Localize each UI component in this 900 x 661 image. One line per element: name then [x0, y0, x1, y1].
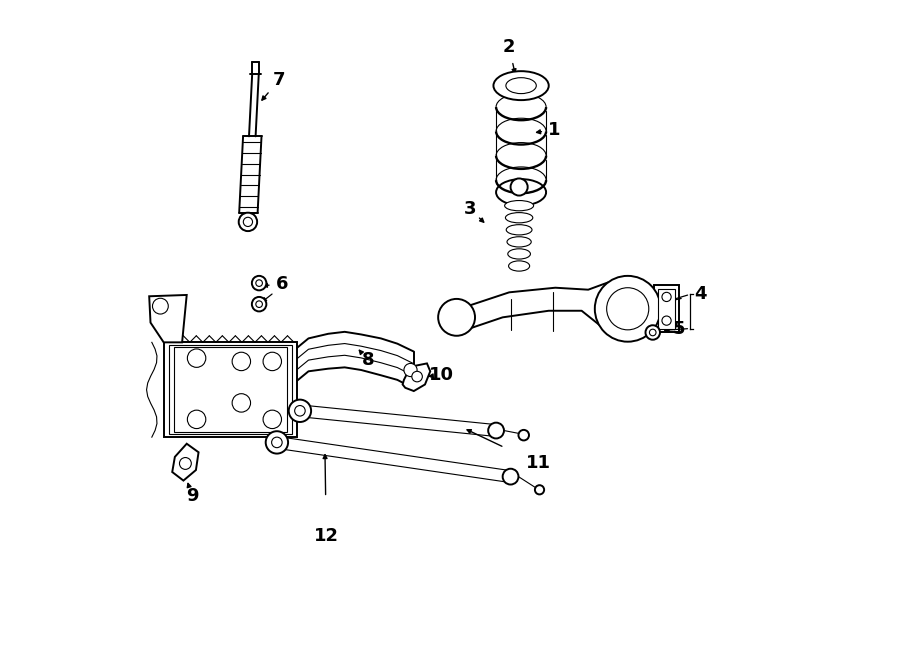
Circle shape — [662, 316, 671, 325]
Circle shape — [662, 292, 671, 301]
Text: 4: 4 — [694, 286, 706, 303]
Text: 2: 2 — [503, 38, 516, 56]
Text: 9: 9 — [185, 487, 198, 506]
Text: 7: 7 — [273, 71, 285, 89]
Circle shape — [595, 276, 661, 342]
Circle shape — [243, 217, 253, 227]
Circle shape — [263, 352, 282, 371]
Ellipse shape — [506, 78, 536, 94]
Polygon shape — [402, 364, 430, 391]
Bar — [164, 342, 297, 437]
Circle shape — [438, 299, 475, 336]
Bar — [654, 285, 680, 332]
Circle shape — [503, 469, 518, 485]
Text: 11: 11 — [526, 455, 551, 473]
Circle shape — [266, 431, 288, 453]
Bar — [658, 289, 675, 329]
Circle shape — [289, 400, 311, 422]
Circle shape — [510, 178, 527, 196]
Circle shape — [232, 394, 250, 412]
Circle shape — [412, 371, 422, 382]
Circle shape — [187, 349, 206, 368]
Ellipse shape — [508, 249, 530, 259]
Bar — [174, 347, 287, 432]
Circle shape — [179, 457, 192, 469]
Text: 3: 3 — [464, 200, 476, 217]
Circle shape — [252, 297, 266, 311]
Text: 8: 8 — [362, 351, 374, 369]
Polygon shape — [149, 295, 186, 342]
Circle shape — [272, 437, 283, 447]
Ellipse shape — [506, 225, 532, 235]
Text: 5: 5 — [673, 319, 685, 338]
Text: 6: 6 — [276, 276, 288, 293]
Text: 1: 1 — [548, 121, 560, 139]
Circle shape — [404, 364, 417, 377]
Circle shape — [535, 485, 544, 494]
Circle shape — [256, 280, 263, 286]
Circle shape — [232, 352, 250, 371]
Circle shape — [238, 213, 257, 231]
Circle shape — [518, 430, 529, 440]
Ellipse shape — [505, 200, 534, 211]
Circle shape — [650, 329, 656, 336]
Circle shape — [152, 298, 168, 314]
Circle shape — [187, 410, 206, 428]
Text: 12: 12 — [314, 527, 338, 545]
Polygon shape — [172, 444, 199, 481]
Circle shape — [263, 410, 282, 428]
Ellipse shape — [506, 213, 533, 223]
Circle shape — [256, 301, 263, 307]
Ellipse shape — [493, 71, 549, 100]
Ellipse shape — [508, 261, 529, 271]
Circle shape — [607, 288, 649, 330]
Bar — [169, 345, 292, 434]
Circle shape — [488, 422, 504, 438]
Ellipse shape — [507, 237, 531, 247]
Text: 10: 10 — [429, 366, 454, 384]
Circle shape — [645, 325, 660, 340]
Circle shape — [294, 406, 305, 416]
Circle shape — [252, 276, 266, 290]
